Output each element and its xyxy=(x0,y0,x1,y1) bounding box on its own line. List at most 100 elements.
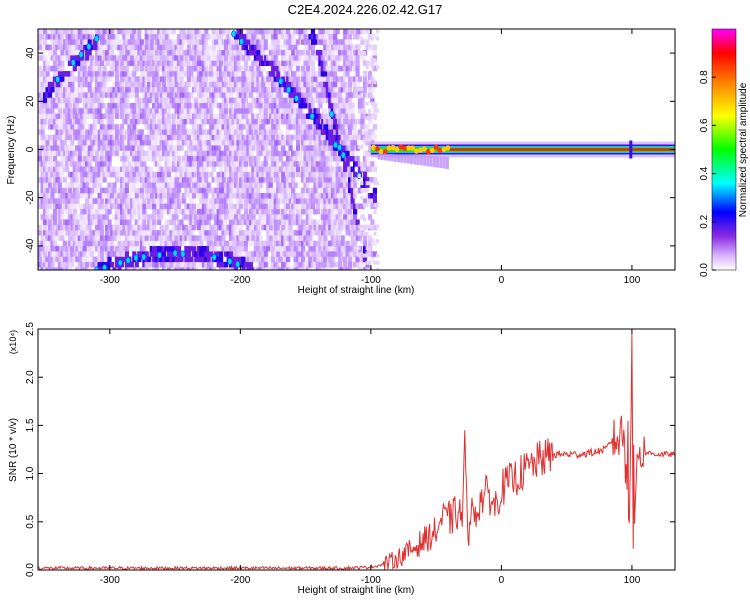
spectrogram-cell xyxy=(40,140,45,146)
spectrogram-cell xyxy=(308,193,313,199)
spectrogram-cell xyxy=(38,97,43,104)
spectrogram-cell xyxy=(87,161,92,167)
spectrogram-cell xyxy=(276,166,281,172)
spectrogram-cell xyxy=(144,71,149,77)
spectrogram-cell xyxy=(268,193,273,199)
spectrogram-cell xyxy=(315,256,320,263)
spectrogram-cell xyxy=(169,44,174,51)
spectrogram-cell xyxy=(102,65,107,72)
spectrogram-cell xyxy=(124,129,129,135)
spectrogram-cell xyxy=(164,39,169,45)
spectrogram-cell xyxy=(333,124,338,130)
spectrogram-cell xyxy=(107,118,112,125)
spectrogram-cell xyxy=(221,39,226,45)
spectrogram-cell xyxy=(238,166,244,172)
spectrogram-cell xyxy=(199,97,204,104)
spectrogram-cell xyxy=(288,240,293,247)
spectrogram-cell xyxy=(214,161,219,167)
spectrogram-cell xyxy=(95,235,100,241)
spectrogram-cell xyxy=(360,203,365,210)
spectrogram-cell xyxy=(325,240,330,247)
spectrogram-cell xyxy=(97,44,102,51)
spectrogram-cell xyxy=(348,203,353,210)
spectrogram-cell xyxy=(216,134,221,141)
spectrogram-cell xyxy=(82,97,87,104)
spectrogram-cell xyxy=(233,171,239,178)
spectrogram-cell xyxy=(119,65,124,72)
spectrogram-cell xyxy=(47,182,53,188)
spectrogram-cell xyxy=(343,76,348,82)
spectrogram-cell xyxy=(204,49,209,56)
spectrogram-cell xyxy=(357,102,363,109)
spectrogram-cell xyxy=(100,224,105,231)
spectrogram-cell xyxy=(171,166,177,172)
spectrogram-cell xyxy=(85,134,90,141)
spectrogram-cell xyxy=(298,118,303,125)
spectrogram-cell xyxy=(189,108,194,114)
spectrogram-cell xyxy=(167,76,172,82)
spectrogram-cell xyxy=(62,87,67,93)
spectrogram-cell xyxy=(291,118,296,125)
spectrogram-cell xyxy=(330,256,335,263)
spectrogram-cell xyxy=(226,97,231,104)
spectrogram-cell xyxy=(196,177,201,183)
spectrogram-cell xyxy=(194,129,199,135)
spectrogram-cell xyxy=(295,208,301,215)
spectrogram-cell xyxy=(271,193,276,199)
spectrogram-cell xyxy=(338,177,343,183)
spectrogram-cell xyxy=(191,193,196,199)
spectrogram-cell xyxy=(295,87,301,93)
spectrogram-cell xyxy=(276,102,281,109)
spectrogram-cell xyxy=(100,60,105,66)
spectrogram-cell xyxy=(62,161,67,167)
spectrogram-cell xyxy=(157,177,162,183)
spectrogram-cell xyxy=(229,182,234,188)
spectrogram-cell xyxy=(357,43,361,48)
spectrogram-cell xyxy=(47,76,53,82)
spectrogram-cell xyxy=(107,102,112,109)
spectrogram-cell xyxy=(85,81,90,88)
spectrogram-cell xyxy=(233,140,239,146)
spectrogram-cell xyxy=(372,102,377,109)
spectrogram-cell xyxy=(226,34,231,40)
spectrogram-cell xyxy=(315,49,320,56)
spectrogram-cell xyxy=(268,230,273,236)
spectrogram-cell xyxy=(229,150,234,157)
spectrogram-cell xyxy=(70,87,75,93)
spectrogram-cell xyxy=(164,193,169,199)
spectrogram-cell xyxy=(231,60,236,66)
spectrogram-cell xyxy=(209,251,214,257)
spectrogram-cell xyxy=(246,39,251,45)
spectrogram-cell xyxy=(340,44,345,51)
spectrogram-cell xyxy=(132,224,137,231)
spectrogram-cell xyxy=(52,29,58,35)
spectrogram-cell xyxy=(268,76,273,82)
spectrogram-cell xyxy=(144,34,149,40)
spectrogram-cell xyxy=(345,60,350,66)
spectrogram-cell xyxy=(320,108,325,114)
spectrogram-cell xyxy=(263,76,268,82)
spectrogram-cell xyxy=(139,166,144,172)
spectrogram-peak xyxy=(227,257,233,265)
spectrogram-cell xyxy=(219,187,224,194)
spectrogram-cell xyxy=(167,166,172,172)
spectrogram-cell xyxy=(229,155,234,162)
tone-shoulder xyxy=(416,155,420,165)
spectrogram-cell xyxy=(320,87,325,93)
spectrogram-cell xyxy=(350,55,355,61)
spectrogram-cell xyxy=(77,155,82,162)
spectrogram-cell xyxy=(241,219,246,225)
spectrogram-cell xyxy=(184,140,189,146)
spectrogram-cell xyxy=(335,177,340,183)
spectrogram-cell xyxy=(226,65,231,72)
spectrogram-cell xyxy=(181,224,186,231)
spectrogram-cell xyxy=(149,124,154,130)
spectrogram-cell xyxy=(204,55,209,61)
spectrogram-cell xyxy=(109,44,115,51)
spectrogram-cell xyxy=(286,251,291,257)
spectrogram-cell xyxy=(134,240,139,247)
spectrogram-cell xyxy=(191,203,196,210)
spectrogram-cell xyxy=(241,187,246,194)
spectrogram-cell xyxy=(186,81,191,88)
spectrogram-cell xyxy=(174,102,179,109)
